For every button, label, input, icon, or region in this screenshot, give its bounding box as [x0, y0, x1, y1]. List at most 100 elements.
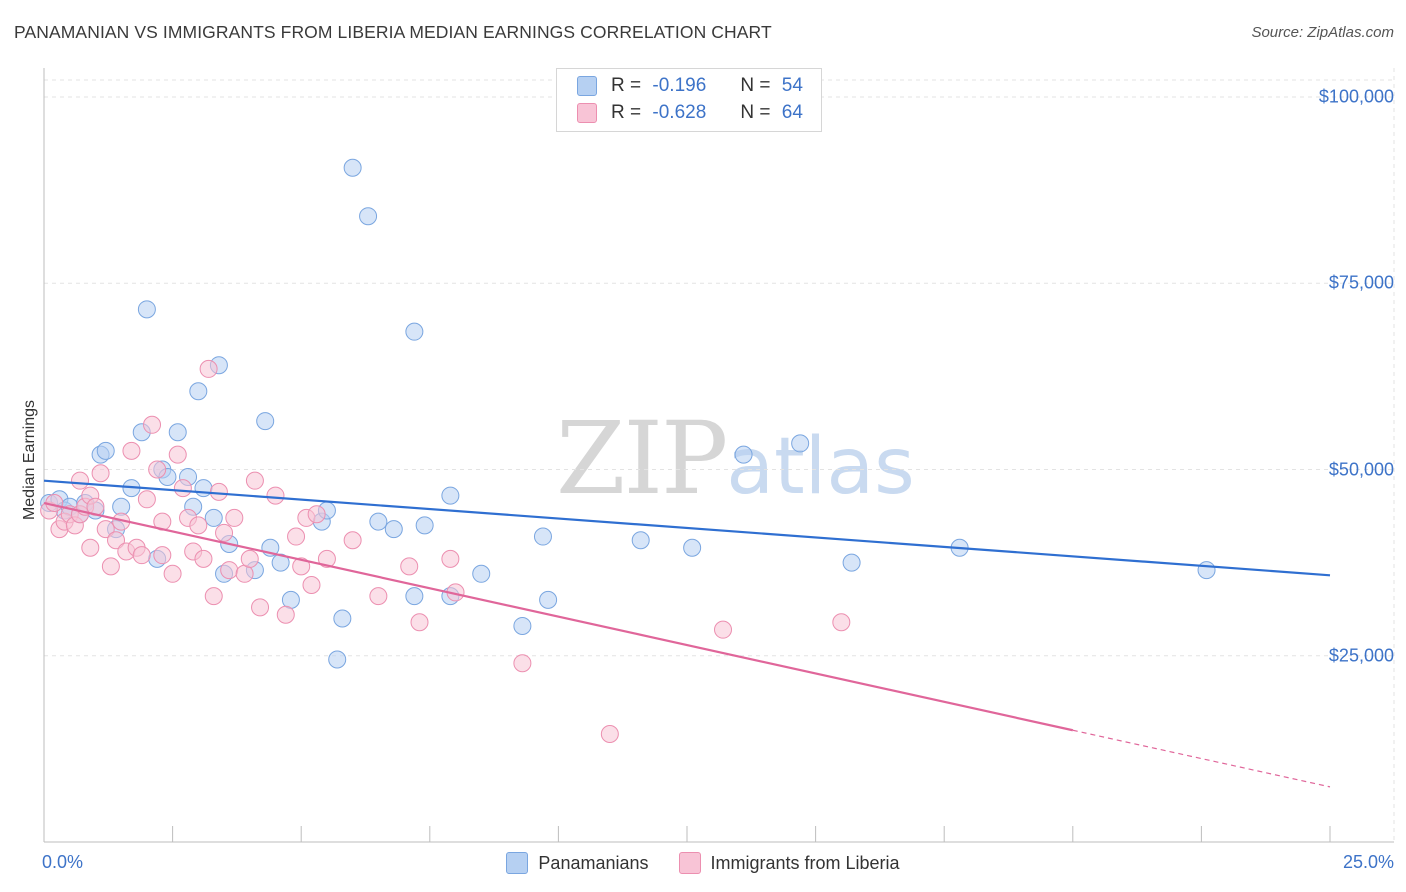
data-point-liberia: [266, 486, 285, 505]
data-point-liberia: [276, 605, 295, 624]
data-point-liberia: [107, 531, 126, 550]
data-point-liberia: [832, 613, 851, 632]
y-tick-label: $100,000: [1318, 86, 1394, 107]
grid-lines: [44, 68, 1395, 842]
data-point-panamanian: [405, 587, 424, 606]
data-point-panamanian: [734, 445, 753, 464]
data-point-liberia: [96, 520, 115, 539]
trend-line-panamanians: [43, 479, 1331, 577]
data-point-liberia: [410, 613, 429, 632]
data-point-liberia: [245, 471, 264, 490]
axes: [43, 68, 1394, 843]
data-point-liberia: [194, 549, 213, 568]
data-point-liberia: [302, 575, 321, 594]
y-axis-label: Median Earnings: [21, 399, 38, 521]
x-tick-label-max: 25.0%: [1342, 852, 1394, 872]
x-tick-label-min: 0.0%: [42, 852, 84, 872]
data-point-panamanian: [359, 207, 378, 226]
data-point-panamanian: [204, 508, 223, 527]
series-swatch-blue: [506, 852, 529, 874]
data-point-panamanian: [842, 553, 861, 572]
y-tick-label: $25,000: [1328, 645, 1394, 666]
data-point-liberia: [714, 620, 733, 639]
legend-swatch-pink: [577, 103, 597, 123]
data-point-liberia: [400, 557, 419, 576]
data-point-liberia: [132, 546, 151, 565]
legend-n-value: 64: [781, 102, 803, 123]
data-point-panamanian: [384, 520, 403, 539]
data-point-liberia: [173, 479, 192, 498]
legend-n-value: 54: [781, 75, 803, 96]
y-tick-label: $75,000: [1328, 272, 1394, 293]
data-point-liberia: [287, 527, 306, 546]
watermark-atlas: atlas: [726, 422, 915, 512]
series-legend-panamanians: Panamanians: [506, 852, 649, 874]
data-point-panamanian: [168, 423, 187, 442]
series-liberia: [40, 359, 851, 743]
data-point-liberia: [369, 587, 388, 606]
legend-n-label: N =: [740, 102, 771, 123]
trend-line-liberia-extrapolated: [1072, 729, 1331, 788]
series-legend-label: Panamanians: [538, 852, 649, 873]
data-point-liberia: [71, 471, 90, 490]
legend-r-value: -0.196: [652, 75, 707, 96]
trend-lines: [43, 479, 1331, 788]
data-point-panamanian: [369, 512, 388, 531]
data-point-panamanian: [441, 486, 460, 505]
data-point-panamanian: [328, 650, 347, 669]
data-point-liberia: [122, 441, 141, 460]
data-point-panamanian: [271, 553, 290, 572]
data-point-liberia: [441, 549, 460, 568]
series-legend: Panamanians Immigrants from Liberia: [0, 852, 1406, 874]
data-point-panamanian: [539, 590, 558, 609]
data-point-panamanian: [189, 382, 208, 401]
legend-row-liberia: R = -0.628 N = 64: [577, 100, 803, 126]
data-point-panamanian: [415, 516, 434, 535]
series-swatch-pink: [678, 852, 701, 874]
data-point-liberia: [292, 557, 311, 576]
data-point-liberia: [148, 460, 167, 479]
data-point-panamanian: [343, 158, 362, 177]
data-point-panamanian: [791, 434, 810, 453]
data-point-liberia: [101, 557, 120, 576]
legend-row-panamanians: R = -0.196 N = 54: [577, 73, 803, 99]
legend-n-label: N =: [740, 75, 771, 96]
data-point-liberia: [251, 598, 270, 617]
legend-r-value: -0.628: [652, 102, 707, 123]
data-point-panamanian: [96, 441, 115, 460]
data-point-panamanian: [631, 531, 650, 550]
data-point-liberia: [209, 482, 228, 501]
correlation-legend: R = -0.196 N = 54 R = -0.628 N = 64: [556, 68, 822, 132]
data-point-panamanian: [137, 300, 156, 319]
watermark-zip: ZIP: [556, 400, 728, 517]
data-point-liberia: [137, 490, 156, 509]
data-point-liberia: [168, 445, 187, 464]
data-point-liberia: [317, 549, 336, 568]
data-point-liberia: [307, 505, 326, 524]
legend-r-label: R =: [611, 102, 642, 123]
data-point-liberia: [153, 546, 172, 565]
data-point-liberia: [143, 415, 162, 434]
source-credit: Source: ZipAtlas.com: [1251, 24, 1394, 41]
data-point-liberia: [199, 359, 218, 378]
data-point-panamanian: [513, 616, 532, 635]
data-point-panamanian: [1197, 561, 1216, 580]
legend-r-label: R =: [611, 75, 642, 96]
legend-swatch-blue: [577, 76, 597, 96]
data-point-panamanian: [256, 412, 275, 431]
data-point-liberia: [513, 654, 532, 673]
series-legend-label: Immigrants from Liberia: [710, 852, 900, 873]
data-point-liberia: [204, 587, 223, 606]
data-point-liberia: [240, 549, 259, 568]
data-point-panamanian: [472, 564, 491, 583]
data-point-liberia: [220, 561, 239, 580]
watermark: ZIPatlas: [556, 400, 915, 517]
data-point-liberia: [600, 724, 619, 743]
series-legend-liberia: Immigrants from Liberia: [678, 852, 900, 874]
data-point-liberia: [189, 516, 208, 535]
data-point-liberia: [343, 531, 362, 550]
data-point-panamanian: [533, 527, 552, 546]
chart-title: PANAMANIAN VS IMMIGRANTS FROM LIBERIA ME…: [14, 22, 772, 42]
data-point-liberia: [91, 464, 110, 483]
